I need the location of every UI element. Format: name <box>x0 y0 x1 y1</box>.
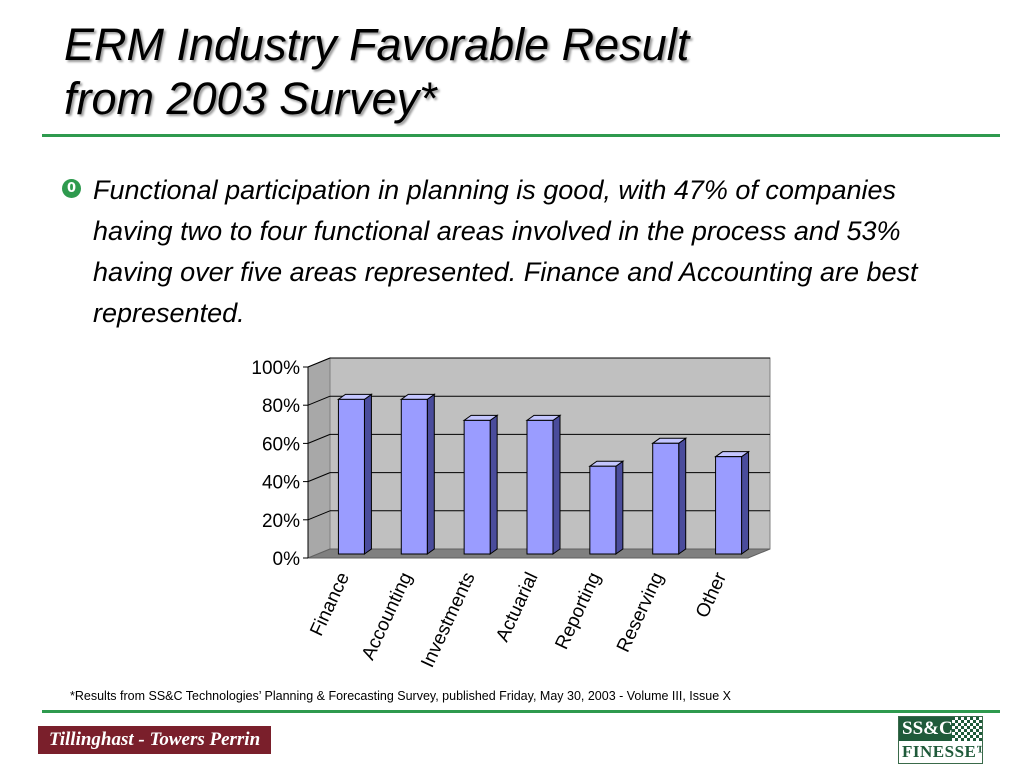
bar-front <box>337 398 365 555</box>
bars <box>336 393 751 555</box>
x-tick-label: Actuarial <box>492 569 542 645</box>
x-tick-label: Accounting <box>358 569 417 663</box>
y-tick-label: 100% <box>251 358 300 379</box>
bar-side <box>615 460 624 555</box>
x-tick-label: Reporting <box>552 569 606 653</box>
bar-front <box>400 398 428 555</box>
bar-reserving <box>651 437 688 555</box>
footnote: *Results from SS&C Technologies’ Plannin… <box>70 689 731 703</box>
x-tick-label: Reserving <box>613 569 668 655</box>
x-tick-label: Finance <box>306 569 354 639</box>
footer-divider <box>42 710 1000 713</box>
bullet-text: Functional participation in planning is … <box>93 175 918 328</box>
gridline-side <box>307 395 331 406</box>
bar-actuarial <box>525 414 562 555</box>
bar-side <box>552 414 561 555</box>
y-axis-ticks: 0% 20% 40% 60% 80% 100% <box>251 358 308 570</box>
gridline-side <box>307 357 331 368</box>
bullet-point: 0 Functional participation in planning i… <box>62 170 962 334</box>
bar-finance <box>336 393 373 555</box>
bar-other <box>714 450 751 555</box>
slide-title-line-1: ERM Industry Favorable Result <box>64 19 690 70</box>
slide-title-line-2: from 2003 Survey* <box>64 73 437 124</box>
y-tick-label: 40% <box>262 473 300 494</box>
y-tick-label: 60% <box>262 434 300 455</box>
bar-accounting <box>399 393 436 555</box>
x-tick-label: Investments <box>417 569 479 671</box>
ssc-finesse-logo: SS&C FINESSE™ <box>898 716 983 764</box>
title-divider <box>42 134 1000 137</box>
bar-side <box>426 393 435 555</box>
y-tick-label: 0% <box>273 549 301 570</box>
gridline-side <box>307 472 331 483</box>
bar-investments <box>462 414 499 555</box>
bar-front <box>526 419 554 555</box>
bar-front <box>715 456 743 555</box>
bar-side <box>363 393 372 555</box>
bar-front <box>589 465 617 555</box>
y-tick-label: 20% <box>262 511 300 532</box>
slide-title: ERM Industry Favorable Result from 2003 … <box>64 18 689 126</box>
bar-reporting <box>588 460 625 555</box>
participation-bar-chart: 0% 20% 40% 60% 80% 100% Finance Accounting Inve… <box>251 357 771 671</box>
ssc-logo-text: SS&C <box>902 718 953 739</box>
tillinghast-logo: Tillinghast - Towers Perrin <box>38 726 271 754</box>
gridline-side <box>307 510 331 521</box>
gridline-side <box>307 433 331 444</box>
plot-side-wall <box>307 357 331 559</box>
bar-side <box>678 437 687 555</box>
bar-front <box>652 442 680 555</box>
checker-pattern-icon <box>952 717 982 741</box>
x-axis-labels: Finance Accounting Investments Actuarial Rep… <box>306 569 731 671</box>
finesse-logo-text: FINESSE™ <box>902 742 982 761</box>
y-tick-label: 80% <box>262 396 300 417</box>
bar-side <box>489 414 498 555</box>
x-tick-label: Other <box>692 569 731 622</box>
bar-side <box>741 450 750 555</box>
bullet-icon: 0 <box>62 179 81 198</box>
bar-front <box>463 419 491 555</box>
